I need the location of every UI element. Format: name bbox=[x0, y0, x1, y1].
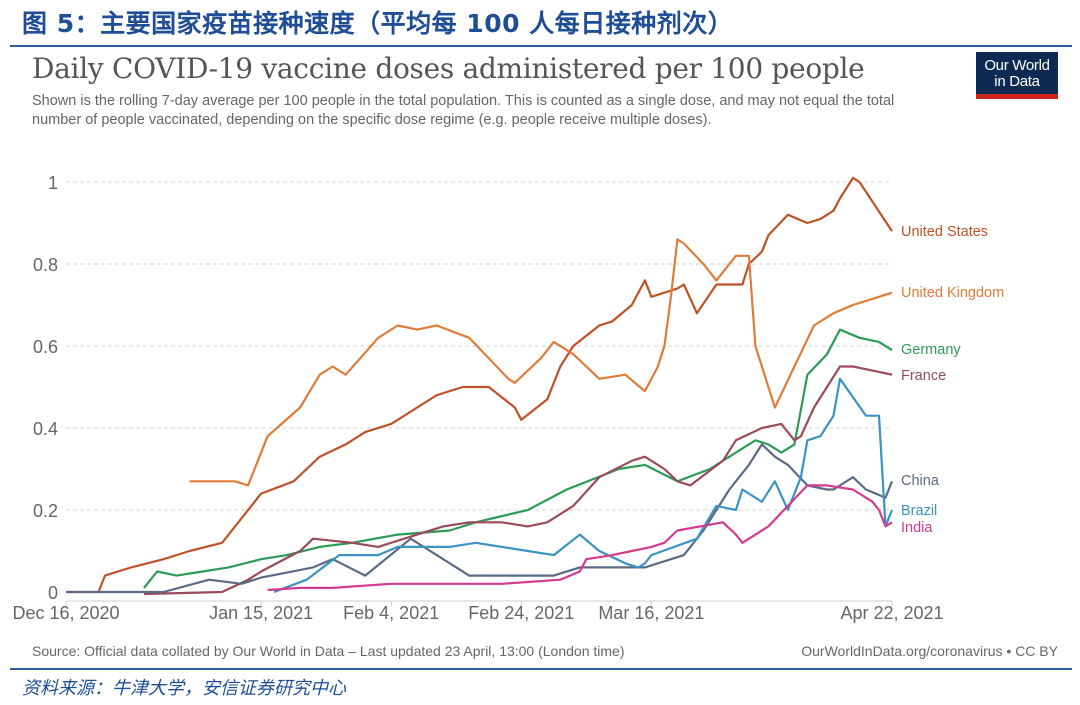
y-axis-ticks: 0 0.2 0.4 0.6 0.8 1 bbox=[33, 173, 58, 603]
series-line-brazil[interactable] bbox=[273, 377, 894, 594]
y-tick-label: 0.2 bbox=[33, 501, 58, 521]
x-tick-label: Dec 16, 2020 bbox=[12, 603, 119, 623]
figure-bottom-rule bbox=[10, 668, 1072, 670]
end-label-brazil[interactable]: Brazil bbox=[901, 503, 937, 519]
y-tick-label: 0.8 bbox=[33, 255, 58, 275]
x-tick-label: Feb 24, 2021 bbox=[468, 603, 574, 623]
series-end-labels: United States United Kingdom Germany France… bbox=[901, 224, 1004, 536]
end-label-united-states[interactable]: United States bbox=[901, 224, 988, 240]
logo-line-1: Our World bbox=[984, 57, 1050, 74]
owid-logo[interactable]: Our World in Data bbox=[976, 52, 1058, 99]
series-line-united-kingdom[interactable] bbox=[189, 238, 893, 487]
chart-subtitle: Shown is the rolling 7-day average per 1… bbox=[32, 93, 895, 128]
chart-source-link[interactable]: OurWorldInData.org/coronavirus • CC BY bbox=[801, 643, 1058, 659]
y-tick-label: 0 bbox=[48, 583, 58, 603]
end-label-united-kingdom[interactable]: United Kingdom bbox=[901, 285, 1004, 301]
logo-line-2: in Data bbox=[994, 73, 1040, 90]
series-line-france[interactable] bbox=[143, 365, 893, 596]
chart-source-note: Source: Official data collated by Our Wo… bbox=[32, 643, 625, 659]
end-label-germany[interactable]: Germany bbox=[901, 342, 961, 358]
y-tick-label: 0.6 bbox=[33, 337, 58, 357]
figure-source: 资料来源：牛津大学，安信证券研究中心 bbox=[22, 678, 346, 699]
end-label-china[interactable]: China bbox=[901, 473, 940, 489]
series-line-china[interactable] bbox=[66, 443, 894, 594]
figure-top-rule bbox=[10, 45, 1072, 47]
x-tick-label: Mar 16, 2021 bbox=[598, 603, 704, 623]
logo-accent-bar bbox=[976, 94, 1058, 99]
y-tick-label: 1 bbox=[48, 173, 58, 193]
series-line-india[interactable] bbox=[267, 484, 893, 592]
y-tick-label: 0.4 bbox=[33, 419, 58, 439]
figure-title: 图 5：主要国家疫苗接种速度（平均每 100 人每日接种剂次） bbox=[22, 9, 734, 38]
x-tick-label: Feb 4, 2021 bbox=[343, 603, 439, 623]
series-lines bbox=[66, 176, 894, 596]
series-line-germany[interactable] bbox=[143, 328, 893, 589]
end-label-france[interactable]: France bbox=[901, 368, 946, 384]
end-label-india[interactable]: India bbox=[901, 520, 933, 536]
series-line-united-states[interactable] bbox=[66, 176, 893, 594]
gridlines bbox=[66, 181, 892, 511]
x-tick-label: Jan 15, 2021 bbox=[209, 603, 313, 623]
x-axis: Dec 16, 2020 Jan 15, 2021 Feb 4, 2021 Feb 2… bbox=[12, 600, 944, 623]
chart-title: Daily COVID-19 vaccine doses administere… bbox=[32, 52, 865, 85]
x-tick-label: Apr 22, 2021 bbox=[840, 603, 943, 623]
